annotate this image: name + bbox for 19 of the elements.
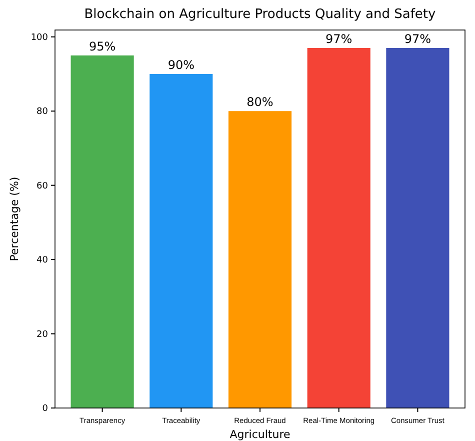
y-tick-label: 40 [36, 256, 48, 266]
bar [386, 48, 450, 408]
data-label: 95% [88, 39, 116, 54]
y-tick-label: 20 [36, 330, 48, 340]
bar [150, 74, 213, 408]
y-tick-label: 0 [42, 404, 48, 414]
bar [228, 111, 292, 408]
bar [70, 55, 134, 408]
x-axis-title: Agriculture [230, 428, 290, 441]
data-label: 97% [326, 32, 352, 46]
chart-title: Blockchain on Agriculture Products Quality and Safety [84, 7, 436, 22]
y-tick-label: 60 [36, 181, 48, 192]
data-label: 90% [168, 58, 194, 72]
y-tick-label: 80 [36, 107, 48, 118]
y-axis-title: Percentage (%) [8, 176, 21, 262]
y-tick-label: 100 [30, 33, 48, 44]
data-label: 97% [404, 32, 432, 46]
data-label: 80% [246, 95, 274, 110]
bar [307, 48, 370, 408]
